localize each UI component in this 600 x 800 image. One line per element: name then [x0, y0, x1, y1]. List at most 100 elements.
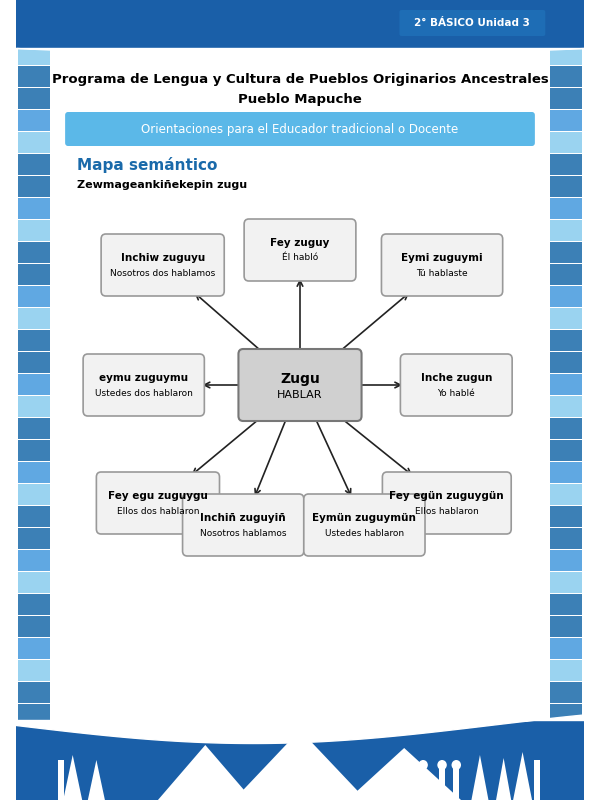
Text: Orientaciones para el Educador tradicional o Docente: Orientaciones para el Educador tradicion… — [142, 122, 458, 135]
Text: Fey zuguy: Fey zuguy — [271, 238, 329, 248]
Bar — [18, 352, 50, 373]
Bar — [550, 110, 582, 131]
Bar — [550, 66, 582, 87]
Polygon shape — [63, 755, 82, 800]
FancyBboxPatch shape — [97, 472, 220, 534]
Text: Fey egün zuguygün: Fey egün zuguygün — [389, 491, 504, 501]
Bar — [18, 22, 50, 43]
Bar — [550, 88, 582, 109]
FancyBboxPatch shape — [304, 494, 425, 556]
Bar — [550, 616, 582, 637]
Bar — [18, 704, 50, 725]
Polygon shape — [496, 758, 511, 800]
Bar — [18, 638, 50, 659]
Bar — [18, 770, 50, 791]
Bar — [18, 484, 50, 505]
Text: Mapa semántico: Mapa semántico — [77, 157, 218, 173]
Text: HABLAR: HABLAR — [277, 390, 323, 400]
Bar — [550, 198, 582, 219]
Bar — [18, 308, 50, 329]
Polygon shape — [88, 760, 105, 800]
Bar — [550, 44, 582, 65]
Bar — [550, 704, 582, 725]
Bar — [550, 22, 582, 43]
Text: Inche zugun: Inche zugun — [421, 373, 492, 383]
Bar — [18, 506, 50, 527]
Bar — [550, 660, 582, 681]
FancyBboxPatch shape — [400, 10, 545, 36]
Text: Zewmageankiñekepin zugu: Zewmageankiñekepin zugu — [77, 180, 248, 190]
Polygon shape — [347, 748, 461, 800]
Bar — [550, 132, 582, 153]
Bar — [18, 286, 50, 307]
Bar — [550, 572, 582, 593]
Bar — [18, 792, 50, 800]
Text: Ustedes dos hablaron: Ustedes dos hablaron — [95, 389, 193, 398]
Polygon shape — [234, 730, 366, 800]
Bar — [550, 594, 582, 615]
Text: Programa de Lengua y Cultura de Pueblos Originarios Ancestrales: Programa de Lengua y Cultura de Pueblos … — [52, 74, 548, 86]
Bar — [550, 0, 582, 21]
Bar — [550, 550, 582, 571]
Text: Yo hablé: Yo hablé — [437, 389, 475, 398]
Bar — [18, 0, 50, 21]
FancyBboxPatch shape — [244, 219, 356, 281]
Polygon shape — [513, 752, 532, 800]
Bar — [550, 330, 582, 351]
FancyBboxPatch shape — [238, 349, 362, 421]
Polygon shape — [472, 755, 488, 800]
Bar — [16, 720, 584, 800]
Bar — [454, 768, 459, 798]
Text: Tú hablaste: Tú hablaste — [416, 269, 468, 278]
FancyBboxPatch shape — [400, 354, 512, 416]
Text: Ellos hablaron: Ellos hablaron — [415, 506, 479, 515]
Text: Inchiw zuguyu: Inchiw zuguyu — [121, 253, 205, 263]
Bar — [550, 308, 582, 329]
Bar — [18, 550, 50, 571]
Text: Ustedes hablaron: Ustedes hablaron — [325, 529, 404, 538]
Bar — [18, 528, 50, 549]
Bar — [18, 198, 50, 219]
Bar — [18, 726, 50, 747]
Bar — [18, 660, 50, 681]
Bar — [18, 374, 50, 395]
Text: Ellos dos hablaron: Ellos dos hablaron — [116, 506, 199, 515]
Text: Inchiñ zuguyiñ: Inchiñ zuguyiñ — [200, 513, 286, 523]
Bar — [18, 44, 50, 65]
FancyBboxPatch shape — [65, 112, 535, 146]
Bar — [18, 154, 50, 175]
Bar — [18, 594, 50, 615]
Bar — [16, 0, 52, 800]
Text: Pueblo Mapuche: Pueblo Mapuche — [238, 94, 362, 106]
Bar — [420, 768, 426, 798]
Bar — [550, 462, 582, 483]
Bar — [550, 726, 582, 747]
FancyBboxPatch shape — [101, 234, 224, 296]
Bar — [18, 418, 50, 439]
Bar — [18, 396, 50, 417]
Bar — [550, 440, 582, 461]
Bar — [550, 374, 582, 395]
Bar — [548, 0, 584, 800]
Bar — [16, 0, 584, 48]
Bar — [550, 220, 582, 241]
Bar — [550, 264, 582, 285]
Bar — [550, 792, 582, 800]
Bar — [550, 682, 582, 703]
Bar — [18, 220, 50, 241]
Bar — [18, 132, 50, 153]
Bar — [439, 768, 445, 798]
Circle shape — [452, 760, 461, 770]
Text: Nosotros hablamos: Nosotros hablamos — [200, 529, 286, 538]
Bar — [18, 616, 50, 637]
Bar — [18, 748, 50, 769]
Bar — [18, 88, 50, 109]
Bar — [18, 176, 50, 197]
FancyBboxPatch shape — [83, 354, 205, 416]
Bar — [550, 154, 582, 175]
Bar — [550, 770, 582, 791]
Bar — [550, 396, 582, 417]
Bar — [18, 242, 50, 263]
Text: Eymün zuguymün: Eymün zuguymün — [313, 513, 416, 523]
FancyBboxPatch shape — [382, 234, 503, 296]
